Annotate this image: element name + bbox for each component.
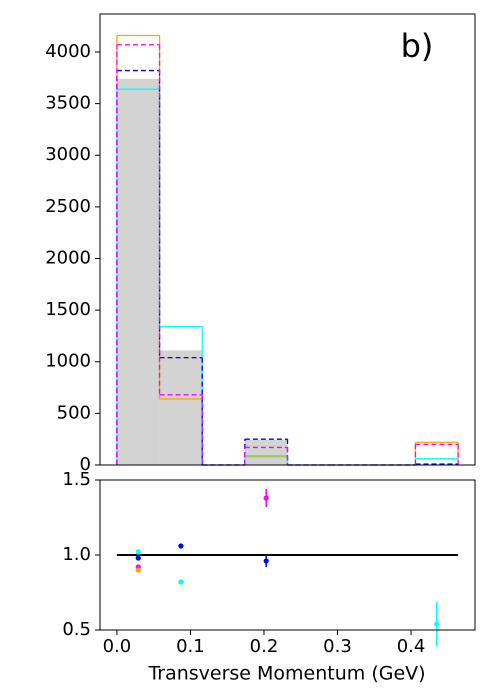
y-tick-label: 1.5 <box>62 469 91 490</box>
axes-frame <box>99 13 476 466</box>
ratio-point <box>263 495 269 501</box>
x-tick-label: 0.3 <box>323 636 352 657</box>
x-tick-label: 0.4 <box>397 636 426 657</box>
y-tick-label: 4000 <box>45 41 91 62</box>
ratio-point <box>178 543 184 549</box>
y-tick-label: 3500 <box>45 93 91 114</box>
y-tick-label: 1000 <box>45 351 91 372</box>
ratio-point <box>434 621 440 627</box>
histogram-bar <box>159 350 203 465</box>
ratio-point <box>178 579 184 585</box>
y-tick-label: 500 <box>57 402 91 423</box>
y-tick-label: 1.0 <box>62 544 91 565</box>
axes-frame <box>99 479 476 631</box>
y-tick-label: 1500 <box>45 299 91 320</box>
ratio-point <box>135 549 141 555</box>
x-axis-label: Transverse Momentum (GeV) <box>147 663 425 685</box>
ratio-point <box>135 555 141 561</box>
histogram-bar <box>244 439 288 465</box>
y-tick-label: 0.5 <box>62 619 91 640</box>
ratio-point <box>135 567 141 573</box>
x-tick-label: 0.0 <box>103 636 132 657</box>
y-tick-label: 2500 <box>45 196 91 217</box>
x-tick-label: 0.2 <box>250 636 279 657</box>
histogram-bar <box>116 78 160 465</box>
ratio-point <box>263 558 269 564</box>
panel-label: b) <box>401 27 434 65</box>
y-tick-label: 3000 <box>45 144 91 165</box>
y-tick-label: 2000 <box>45 247 91 268</box>
x-tick-label: 0.1 <box>176 636 205 657</box>
y-tick-label: 0 <box>80 454 91 475</box>
